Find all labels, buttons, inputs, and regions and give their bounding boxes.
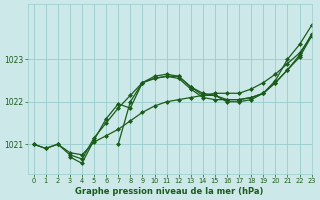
X-axis label: Graphe pression niveau de la mer (hPa): Graphe pression niveau de la mer (hPa) <box>76 187 264 196</box>
